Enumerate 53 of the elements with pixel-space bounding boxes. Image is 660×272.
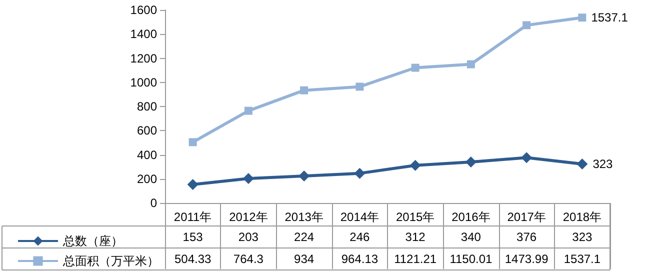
data-label: 1121.21	[394, 252, 437, 266]
text: 1537.1	[591, 10, 628, 25]
point	[465, 156, 476, 168]
y-tick-label: 1000	[130, 75, 158, 90]
y-tick-label: 0	[150, 196, 158, 210]
data-label: 934	[294, 252, 314, 266]
data-label: 312	[405, 230, 426, 244]
data-label: 224	[294, 230, 314, 244]
y-tick-label: 1600	[130, 3, 158, 17]
y-tick-label: 800	[136, 100, 158, 114]
data-label: 323	[572, 230, 593, 244]
data-label: 153	[182, 230, 204, 244]
x-tick-label: 2018年	[562, 210, 602, 224]
point	[411, 64, 420, 72]
data-label: 1537.1	[564, 252, 601, 266]
text: 323	[592, 157, 613, 172]
point	[578, 14, 586, 22]
point	[522, 21, 531, 30]
point	[298, 170, 310, 182]
point	[356, 82, 364, 91]
point	[576, 158, 588, 170]
data-label: 203	[238, 230, 259, 244]
point	[354, 168, 366, 179]
y-tick-label: 400	[136, 148, 158, 162]
y-tick-label: 1400	[130, 27, 158, 42]
data-label: 1150.01	[450, 252, 492, 266]
x-tick-label: 2011年	[174, 210, 212, 224]
x-tick-label: 2012年	[229, 210, 268, 224]
x-tick-label: 2016年	[452, 210, 490, 224]
point	[242, 173, 254, 184]
legend-label: 总数（座）	[62, 234, 123, 248]
y-tick-label: 600	[136, 124, 158, 138]
data-label: 1473.99	[504, 252, 549, 266]
data-label: 340	[460, 230, 482, 244]
data-label: 964.13	[341, 252, 378, 266]
x-tick-label: 2013年	[284, 210, 324, 224]
data-label: 246	[350, 230, 370, 244]
point	[410, 160, 421, 171]
x-tick-label: 2014年	[340, 210, 380, 224]
point	[466, 60, 475, 68]
x-tick-label: 2017年	[507, 210, 546, 224]
point	[244, 106, 252, 115]
point	[300, 86, 308, 94]
data-label: 376	[516, 230, 537, 244]
point	[187, 179, 198, 190]
data-label: 504.33	[174, 252, 212, 266]
legend-label: 总面积（万平米）	[62, 254, 159, 268]
point	[188, 138, 197, 146]
y-tick-label: 200	[136, 172, 158, 186]
point	[521, 152, 532, 164]
data-label: 764.3	[233, 252, 264, 266]
y-tick-label: 1200	[130, 51, 158, 66]
x-tick-label: 2015年	[396, 210, 435, 224]
